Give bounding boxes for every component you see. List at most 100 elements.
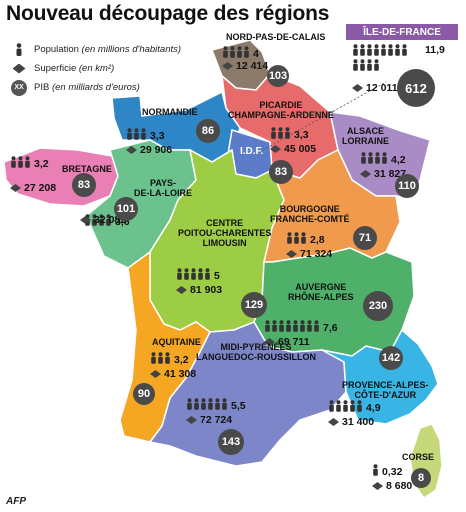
area-icon	[10, 63, 28, 74]
area-icon	[352, 84, 363, 92]
region-population: 4,9	[328, 400, 381, 415]
legend-area-unit: (en km²)	[78, 63, 115, 74]
population-value: 4	[253, 47, 259, 60]
population-icons	[270, 127, 291, 142]
person-icon	[359, 59, 366, 74]
region-area: 27 208	[10, 182, 56, 194]
person-icon	[306, 320, 313, 335]
person-icon	[387, 44, 394, 59]
area-icon	[270, 145, 281, 153]
legend-gdp-label: PIB	[34, 82, 50, 93]
region-name: ALSACE LORRAINE	[342, 126, 389, 146]
region-area: 12 414	[222, 60, 268, 72]
person-icon	[183, 268, 190, 283]
region-gdp-badge: 83	[269, 160, 293, 184]
area-value: 72 724	[200, 414, 233, 426]
population-value: 3,2	[174, 353, 189, 366]
person-icon	[214, 398, 221, 413]
person-icon	[200, 398, 207, 413]
area-value: 81 903	[190, 284, 223, 296]
population-value: 3,2	[34, 157, 49, 170]
area-value: 12 011	[366, 82, 398, 94]
person-icon	[360, 152, 367, 167]
region-gdp-badge: 110	[395, 174, 419, 198]
region-gdp-badge: 86	[196, 119, 220, 143]
region-population: 5,5	[186, 398, 246, 413]
region-gdp-badge: 8	[411, 468, 431, 488]
region-shape-midi	[148, 321, 347, 467]
legend-gdp: XX PIB (en milliards d'euros)	[10, 78, 181, 97]
person-icon	[300, 232, 307, 247]
person-icon	[278, 320, 285, 335]
region-name: BOURGOGNE FRANCHE-COMTÉ	[270, 204, 350, 224]
person-icon	[401, 44, 408, 59]
region-area: 8 680	[372, 480, 412, 492]
area-icon	[150, 370, 161, 378]
area-value: 31 400	[342, 416, 375, 428]
legend-population-label: Population	[34, 44, 79, 55]
person-icon	[105, 214, 112, 229]
person-icon	[313, 320, 320, 335]
person-icon	[91, 214, 98, 229]
area-icon	[80, 216, 91, 224]
region-gdp-badge: 83	[72, 173, 96, 197]
region-population: 7,6	[264, 320, 338, 335]
population-icons	[222, 46, 250, 61]
population-value: 3,3	[150, 129, 165, 142]
legend: Population (en millions d'habitants) Sup…	[10, 40, 181, 97]
person-icon	[222, 46, 229, 61]
area-icon	[372, 482, 383, 490]
region-gdp-badge: 101	[114, 197, 138, 221]
person-icon	[204, 268, 211, 283]
person-icon	[197, 268, 204, 283]
population-icons	[126, 128, 147, 143]
person-icon	[157, 352, 164, 367]
region-name: CORSE	[402, 452, 435, 462]
person-icon	[10, 43, 28, 56]
person-icon	[207, 398, 214, 413]
area-icon	[328, 418, 339, 426]
region-gdp-badge: 230	[363, 291, 393, 321]
region-population: 3,3	[270, 127, 309, 142]
region-population: 4	[222, 46, 259, 61]
region-gdp-badge: 90	[133, 383, 155, 405]
region-area: 81 903	[176, 284, 222, 296]
idf-header: ÎLE-DE-FRANCE	[346, 24, 458, 40]
region-shape-paca	[321, 328, 439, 425]
person-icon	[352, 44, 359, 59]
region-name: AUVERGNE RHÔNE-ALPES	[288, 282, 354, 302]
region-name: NORD-PAS-DE-CALAIS	[226, 32, 326, 42]
region-name: AQUITAINE	[152, 337, 201, 347]
person-icon	[286, 232, 293, 247]
person-icon	[277, 127, 284, 142]
person-icon	[381, 152, 388, 167]
person-icon	[349, 400, 356, 415]
population-value: 4,2	[391, 153, 406, 166]
person-icon	[221, 398, 228, 413]
area-value: 45 005	[284, 143, 317, 155]
population-icons	[84, 214, 112, 229]
region-name: PROVENCE-ALPES- CÔTE-D'AZUR	[342, 380, 429, 400]
region-name: NORMANDIE	[142, 107, 198, 117]
region-population: 2,8	[286, 232, 325, 247]
region-population: 3,2	[10, 156, 49, 171]
region-name: CENTRE POITOU-CHARENTES LIMOUSIN	[178, 218, 272, 248]
region-area: 71 324	[286, 248, 332, 260]
population-value: 11,9	[425, 44, 445, 56]
region-gdp-badge: 71	[353, 226, 377, 250]
person-icon	[126, 128, 133, 143]
legend-population-unit: (en millions d'habitants)	[81, 44, 182, 55]
region-area: 72 724	[186, 414, 232, 426]
person-icon	[293, 232, 300, 247]
area-icon	[360, 170, 371, 178]
area-value: 69 711	[278, 336, 310, 348]
person-icon	[164, 352, 171, 367]
person-icon	[264, 320, 271, 335]
legend-population: Population (en millions d'habitants)	[10, 40, 181, 59]
person-icon	[270, 127, 277, 142]
person-icon	[299, 320, 306, 335]
legend-area: Superficie (en km²)	[10, 59, 181, 78]
person-icon	[236, 46, 243, 61]
person-icon	[394, 44, 401, 59]
population-icons	[10, 156, 31, 171]
